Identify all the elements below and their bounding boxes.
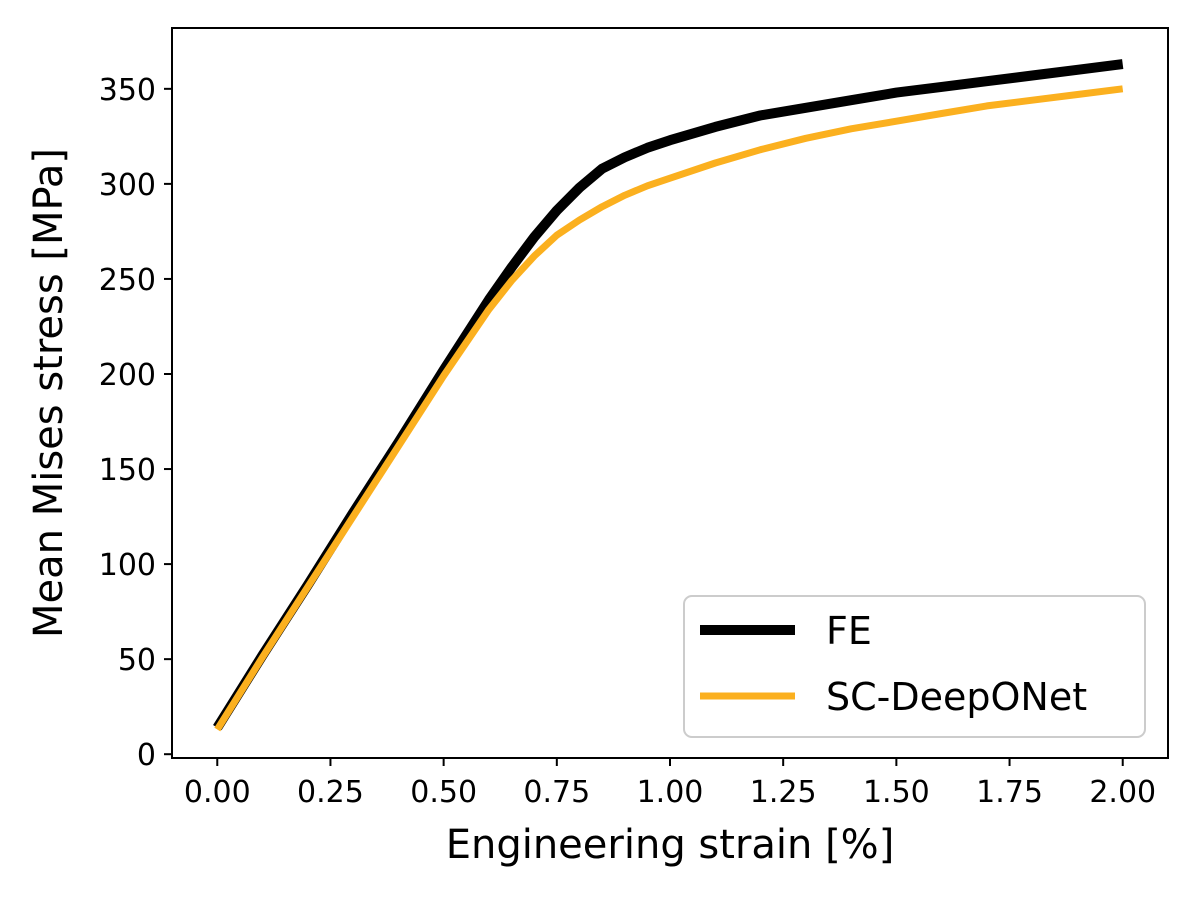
y-tick-label: 150 <box>99 453 156 488</box>
y-tick-label: 50 <box>118 643 156 678</box>
x-axis-label: Engineering strain [%] <box>446 822 895 868</box>
series-line-sc-deeponet <box>214 85 1124 732</box>
y-axis-label: Mean Mises stress [MPa] <box>26 148 72 638</box>
x-tick-label: 1.25 <box>750 775 817 810</box>
x-tick-label: 1.50 <box>863 775 930 810</box>
x-axis-ticks: 0.00 0.25 0.50 0.75 1.00 1.25 1.50 1.75 2.00 <box>184 758 1156 810</box>
x-tick-label: 2.00 <box>1089 775 1156 810</box>
y-tick-label: 300 <box>99 168 156 203</box>
y-tick-label: 350 <box>99 73 156 108</box>
y-axis-ticks: 0 50 100 150 200 250 300 350 <box>99 73 172 773</box>
legend-label-fe: FE <box>826 609 872 653</box>
plot-series <box>213 59 1124 732</box>
legend: FE SC-DeepONet <box>683 595 1146 738</box>
y-tick-label: 100 <box>99 548 156 583</box>
y-tick-label: 250 <box>99 263 156 298</box>
x-tick-label: 0.25 <box>297 775 364 810</box>
x-tick-label: 0.50 <box>410 775 477 810</box>
legend-box <box>683 595 1146 738</box>
x-tick-label: 1.00 <box>637 775 704 810</box>
y-tick-label: 200 <box>99 358 156 393</box>
x-tick-label: 1.75 <box>976 775 1043 810</box>
x-tick-label: 0.00 <box>184 775 251 810</box>
legend-label-sc-deeponet: SC-DeepONet <box>826 675 1087 719</box>
x-tick-label: 0.75 <box>523 775 590 810</box>
y-tick-label: 0 <box>137 738 156 773</box>
